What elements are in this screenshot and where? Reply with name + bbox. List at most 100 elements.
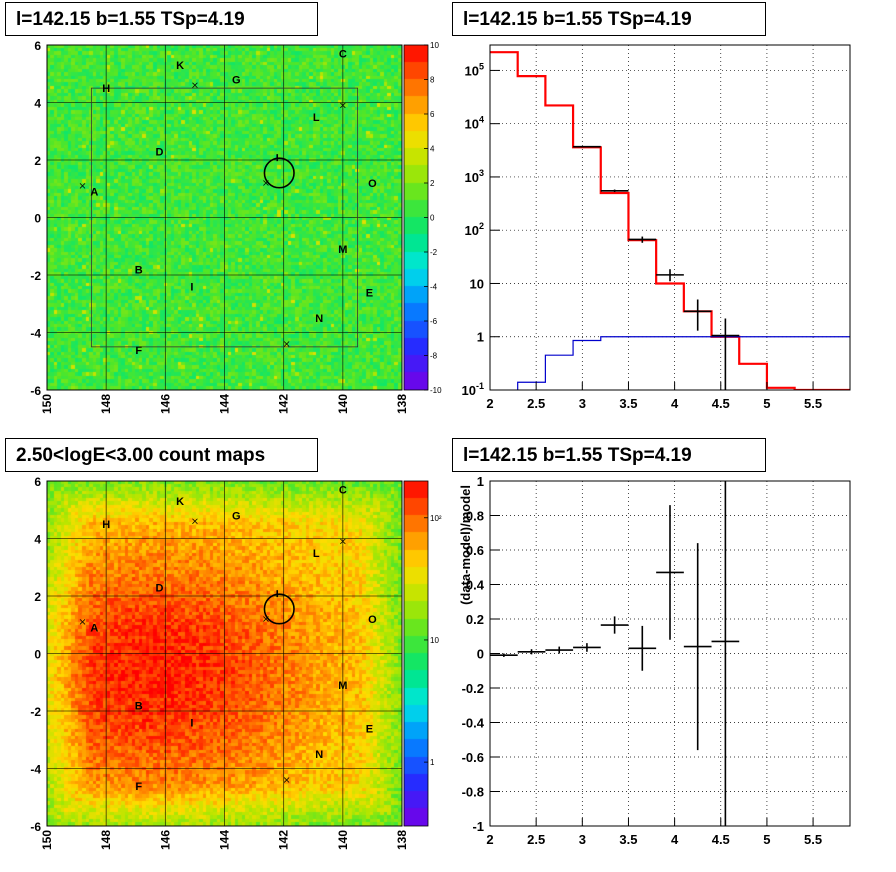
residual-x-tick-label: 5 [763, 832, 770, 847]
heatmap-x-tick-label-1: 144 [218, 394, 232, 414]
colorbar-tick-label-1: 2 [430, 179, 435, 188]
colorbar-tick-label-2: 1 [430, 758, 435, 767]
source-marker [192, 82, 198, 89]
source-label: C [339, 49, 347, 61]
top-right-title: l=142.15 b=1.55 TSp=4.19 [452, 2, 766, 36]
source-label: K [176, 60, 184, 72]
source-label: B [135, 700, 143, 712]
spectrum-x-tick-label: 2.5 [527, 396, 545, 411]
source-marker [283, 341, 290, 347]
spectrum-y-tick-label: 10-1 [462, 381, 484, 398]
source-label: O [368, 614, 377, 626]
residual-y-tick-label: -0.4 [462, 716, 485, 731]
heatmap-x-tick-label-2: 138 [395, 830, 409, 850]
source-label: M [338, 244, 347, 256]
heatmap-x-tick-label-2: 150 [40, 830, 54, 850]
source-label: F [135, 781, 142, 793]
colorbar-tick-label-1: -10 [430, 386, 442, 395]
heatmap-y-tick-label-2: -6 [30, 820, 41, 834]
source-label: C [339, 485, 347, 497]
colorbar-tick-label-2: 10² [430, 514, 442, 523]
source-label: E [366, 287, 373, 299]
source-label: E [366, 723, 373, 735]
heatmap-y-tick-label-2: 0 [34, 648, 41, 662]
heatmap-x-tick-label-1: 146 [158, 394, 172, 414]
colorbar-tick-label-1: -4 [430, 283, 438, 292]
colorbar-tick-label-1: 0 [430, 214, 435, 223]
source-label: O [368, 178, 377, 190]
source-marker [283, 777, 290, 783]
colorbar-tick-label-1: -6 [430, 317, 438, 326]
residual-y-tick-label: 0.4 [466, 578, 485, 593]
heatmap-x-tick-label-2: 144 [218, 830, 232, 850]
source-label: M [338, 680, 347, 692]
heatmap-y-tick-label-2: 2 [34, 590, 41, 604]
heatmap-y-tick-label-1: 4 [34, 97, 41, 111]
colorbar-tick-label-1: 4 [430, 145, 435, 154]
residual-y-tick-label: 1 [477, 474, 484, 489]
test-position-circle [263, 157, 295, 189]
source-label: G [232, 511, 241, 523]
source-marker [79, 183, 86, 189]
source-label: H [102, 83, 110, 95]
source-label: H [102, 519, 110, 531]
heatmap-y-tick-label-2: 4 [34, 533, 41, 547]
spectrum-y-tick-label: 10 [470, 276, 484, 291]
source-marker [340, 102, 346, 109]
spectrum-frame [489, 44, 851, 391]
heatmap-y-tick-label-1: 2 [34, 154, 41, 168]
residual-x-tick-label: 5.5 [804, 832, 822, 847]
source-label: B [135, 264, 143, 276]
spectrum-series-model [490, 51, 850, 390]
colorbar-tick-label-1: 10 [430, 41, 439, 50]
spectrum-x-tick-label: 4 [671, 396, 679, 411]
colorbar-tick-label-1: -2 [430, 248, 438, 257]
source-label: D [155, 146, 163, 158]
residual-y-tick-label: 0.2 [466, 612, 484, 627]
heatmap-y-tick-label-2: -4 [30, 763, 41, 777]
residual-x-tick-label: 2 [486, 832, 493, 847]
heatmap-y-tick-label-2: 6 [34, 475, 41, 489]
source-label: G [232, 75, 241, 87]
heatmap-y-tick-label-1: 0 [34, 212, 41, 226]
spectrum-y-tick-label: 105 [465, 61, 484, 78]
source-label: K [176, 496, 184, 508]
colorbar-tick-label-2: 10 [430, 636, 439, 645]
source-label: A [90, 623, 98, 635]
spectrum-x-tick-label: 3.5 [619, 396, 637, 411]
top-left-title: l=142.15 b=1.55 TSp=4.19 [5, 2, 318, 36]
spectrum-x-tick-label: 5.5 [804, 396, 822, 411]
test-position-circle [263, 593, 295, 625]
spectrum-x-tick-label: 4.5 [712, 396, 730, 411]
heatmap-x-tick-label-2: 142 [277, 830, 291, 850]
spectrum-y-tick-label: 103 [465, 168, 484, 185]
source-label: A [90, 187, 98, 199]
source-label: F [135, 345, 142, 357]
source-label: I [190, 718, 193, 730]
colorbar-tick-label-1: 6 [430, 110, 435, 119]
residual-x-tick-label: 4 [671, 832, 679, 847]
source-label: N [315, 313, 323, 325]
residual-y-tick-label: 0 [477, 647, 484, 662]
heatmap-y-tick-label-1: 6 [34, 39, 41, 53]
heatmap-x-tick-label-2: 140 [336, 830, 350, 850]
heatmap-x-tick-label-2: 148 [99, 830, 113, 850]
residual-x-tick-label: 3.5 [619, 832, 637, 847]
colorbar-tick-label-1: 8 [430, 76, 435, 85]
residual-x-tick-label: 3 [579, 832, 586, 847]
source-marker [340, 538, 346, 545]
spectrum-y-tick-label: 102 [465, 221, 484, 238]
roi-box [90, 87, 359, 348]
colorbar-tick-label-1: -8 [430, 352, 438, 361]
spectrum-y-tick-label: 1 [477, 330, 484, 345]
source-label: I [190, 282, 193, 294]
source-label: L [313, 548, 320, 560]
residual-y-tick-label: -0.8 [462, 785, 484, 800]
count-colorbar [404, 481, 428, 826]
residual-y-tick-label: 0.8 [466, 509, 484, 524]
source-label: N [315, 749, 323, 761]
source-label: D [155, 582, 163, 594]
spectrum-x-tick-label: 3 [579, 396, 586, 411]
residual-x-tick-label: 4.5 [712, 832, 730, 847]
residual-y-tick-label: -0.6 [462, 750, 484, 765]
